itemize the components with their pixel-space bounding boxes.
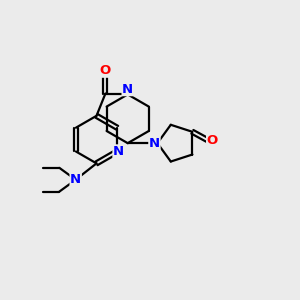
Text: N: N xyxy=(113,145,124,158)
Text: N: N xyxy=(70,173,81,186)
Text: O: O xyxy=(100,64,111,77)
Text: N: N xyxy=(149,137,160,150)
Text: N: N xyxy=(122,82,133,96)
Text: O: O xyxy=(207,134,218,147)
